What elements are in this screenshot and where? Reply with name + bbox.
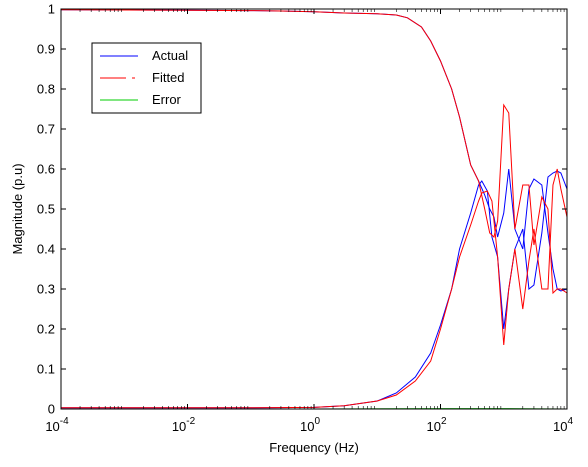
y-tick-label: 0.3: [37, 282, 55, 297]
y-tick-label: 0.8: [37, 82, 55, 97]
x-tick-label: 100: [300, 416, 320, 434]
y-axis-label: Magnitude (p.u): [10, 163, 25, 254]
y-tick-labels: 0 0.1 0.2 0.3 0.4 0.5 0.6 0.7 0.8 0.9 1: [37, 2, 55, 417]
x-tick-label: 102: [426, 416, 446, 434]
y-tick-label: 1: [48, 2, 55, 17]
y-tick-label: 0.2: [37, 322, 55, 337]
legend-label-actual: Actual: [152, 48, 188, 63]
legend-label-fitted: Fitted: [152, 70, 185, 85]
x-tick-label: 10-2: [172, 416, 196, 434]
series-actual-line-2: [61, 171, 567, 408]
y-tick-label: 0: [48, 402, 55, 417]
y-tick-label: 0.6: [37, 162, 55, 177]
y-tick-label: 0.9: [37, 42, 55, 57]
legend: Actual Fitted Error: [92, 43, 201, 113]
x-tick-label: 10-4: [45, 416, 69, 434]
x-tick-labels: 10-4 10-2 100 102 104: [45, 416, 573, 434]
x-axis-label: Frequency (Hz): [269, 440, 359, 455]
y-tick-label: 0.1: [37, 362, 55, 377]
legend-label-error: Error: [152, 92, 182, 107]
y-tick-label: 0.5: [37, 202, 55, 217]
x-tick-label: 104: [553, 416, 573, 434]
y-tick-label: 0.4: [37, 242, 55, 257]
y-tick-label: 0.7: [37, 122, 55, 137]
series-fitted-line-2: [61, 169, 567, 408]
